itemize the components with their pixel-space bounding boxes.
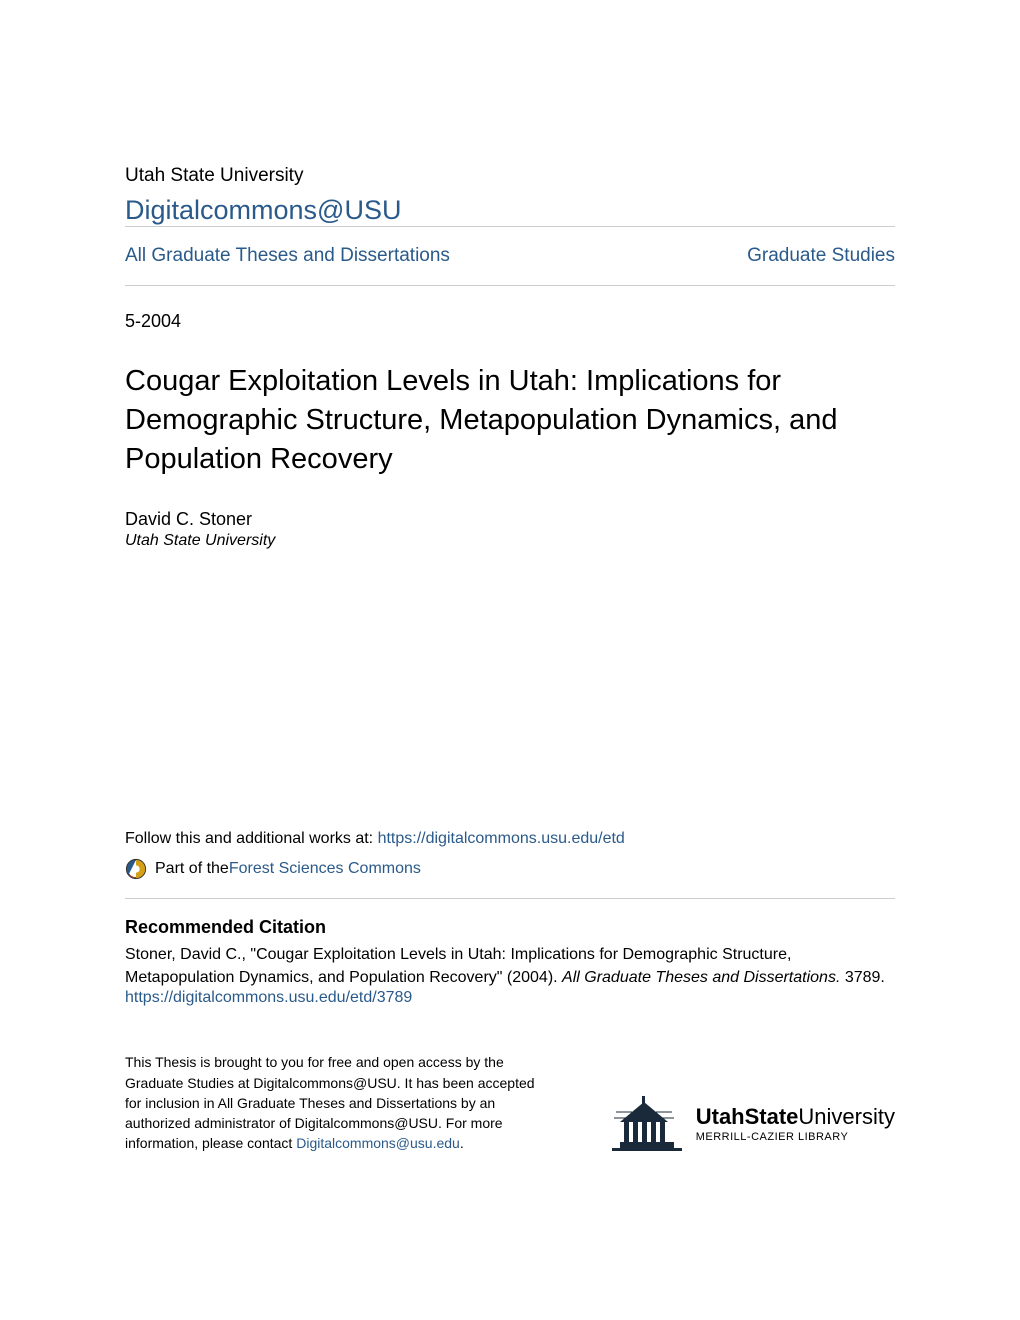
citation-text-2: 3789. — [840, 969, 884, 986]
divider-bottom — [125, 285, 895, 286]
breadcrumb: All Graduate Theses and Dissertations Gr… — [125, 227, 895, 285]
logo-bold: UtahState — [696, 1104, 799, 1129]
footer-email-link[interactable]: Digitalcommons@usu.edu — [296, 1135, 460, 1151]
logo-line1: UtahStateUniversity — [696, 1105, 895, 1129]
author-name: David C. Stoner — [125, 509, 895, 530]
follow-link[interactable]: https://digitalcommons.usu.edu/etd — [378, 830, 625, 847]
citation-heading: Recommended Citation — [125, 917, 895, 938]
page-title: Cougar Exploitation Levels in Utah: Impl… — [125, 362, 895, 479]
logo-light: University — [798, 1104, 895, 1129]
network-icon — [125, 858, 147, 880]
citation-text-italic: All Graduate Theses and Dissertations. — [562, 969, 840, 986]
follow-section: Follow this and additional works at: htt… — [125, 830, 895, 1153]
follow-prefix: Follow this and additional works at: — [125, 830, 378, 847]
author-affiliation: Utah State University — [125, 532, 895, 550]
repository-link[interactable]: Digitalcommons@USU — [125, 195, 401, 225]
footer-text: This Thesis is brought to you for free a… — [125, 1052, 545, 1153]
network-link[interactable]: Forest Sciences Commons — [229, 860, 421, 878]
network-prefix: Part of the — [155, 860, 229, 878]
footer-row: This Thesis is brought to you for free a… — [125, 1052, 895, 1153]
logo-text: UtahStateUniversity MERRILL-CAZIER LIBRA… — [696, 1105, 895, 1143]
institution-name: Utah State University — [125, 165, 895, 187]
citation-url[interactable]: https://digitalcommons.usu.edu/etd/3789 — [125, 989, 412, 1006]
logo-line2: MERRILL-CAZIER LIBRARY — [696, 1131, 895, 1143]
building-icon — [612, 1094, 682, 1154]
footer-text-2: . — [460, 1135, 464, 1151]
network-row: Part of the Forest Sciences Commons — [125, 858, 895, 880]
breadcrumb-collection-link[interactable]: All Graduate Theses and Dissertations — [125, 245, 450, 267]
divider-citation — [125, 898, 895, 899]
publication-date: 5-2004 — [125, 311, 895, 332]
follow-row: Follow this and additional works at: htt… — [125, 830, 895, 848]
institution-logo: UtahStateUniversity MERRILL-CAZIER LIBRA… — [612, 1094, 895, 1154]
breadcrumb-parent-link[interactable]: Graduate Studies — [747, 245, 895, 267]
citation-body: Stoner, David C., "Cougar Exploitation L… — [125, 944, 895, 989]
